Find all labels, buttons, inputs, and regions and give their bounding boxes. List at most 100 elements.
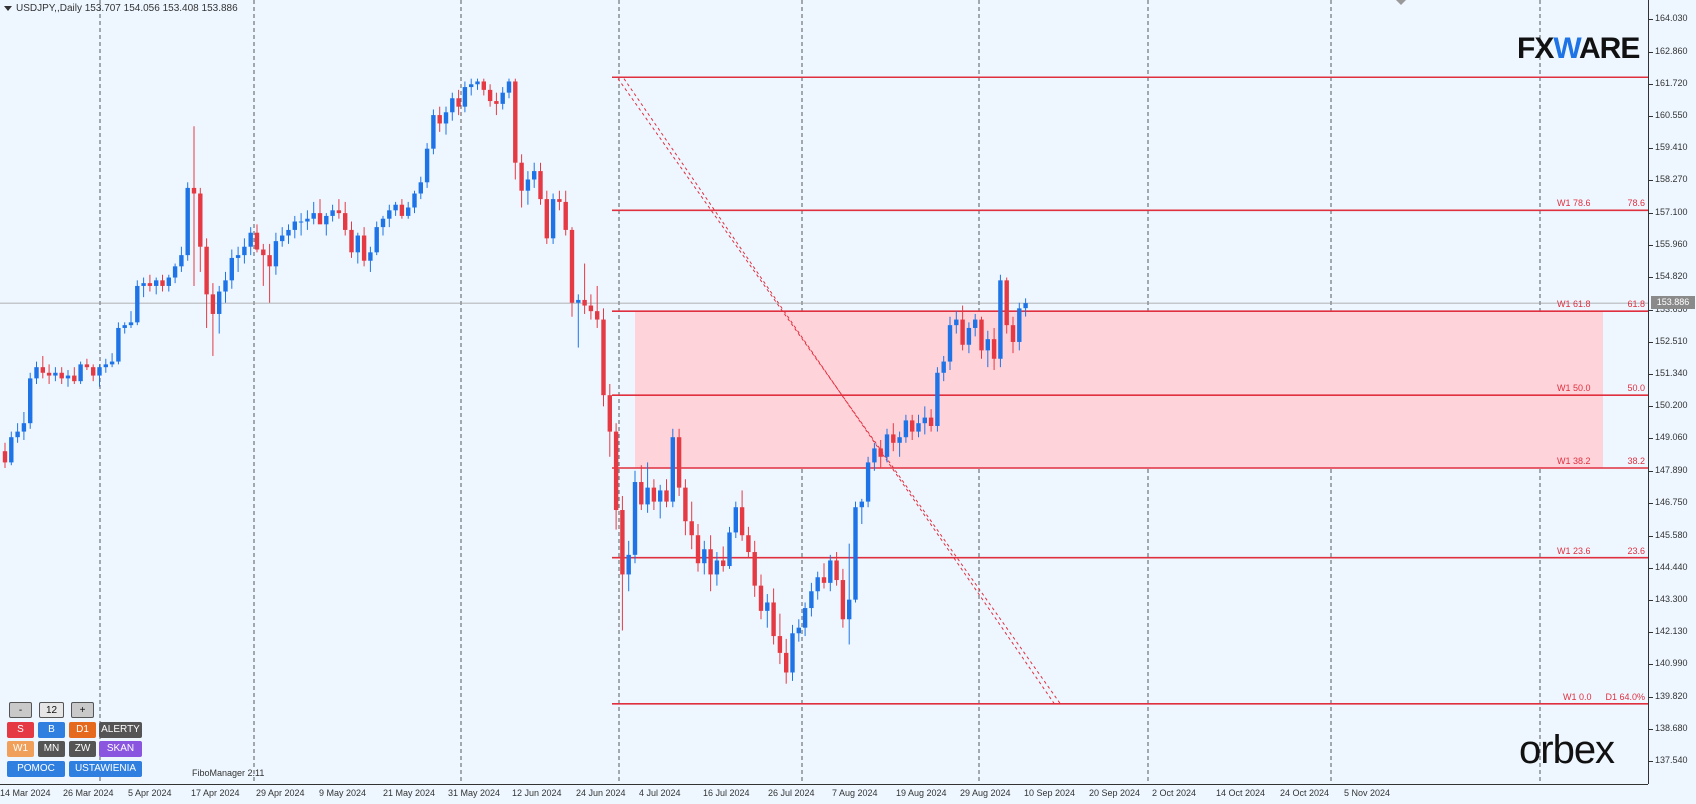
price-tick-mark — [1649, 51, 1653, 53]
plus-button[interactable]: + — [71, 702, 94, 718]
time-tick-label: 26 Jul 2024 — [768, 788, 815, 798]
symbol-info: USDJPY,,Daily 153.707 154.056 153.408 15… — [4, 3, 238, 14]
candle-body — [513, 81, 518, 163]
candle-body — [179, 255, 184, 267]
candle-body — [500, 92, 505, 104]
price-tick-mark — [1649, 406, 1653, 408]
candle-body — [273, 241, 279, 267]
fibo-level-label: W1 38.2 — [1557, 456, 1591, 466]
candle-body — [97, 367, 102, 376]
candle-body — [828, 560, 833, 583]
price-tick-label: 154.820 — [1655, 270, 1688, 281]
fibo-trend-line — [617, 78, 1061, 704]
sell-button[interactable]: S — [7, 722, 34, 738]
candle-body — [34, 367, 39, 379]
alerts-button[interactable]: ALERTY — [99, 722, 142, 738]
settings-button[interactable]: USTAWIENIA — [69, 761, 142, 777]
candle-body — [9, 437, 14, 463]
candle-body — [109, 361, 115, 365]
candle-body — [418, 182, 423, 194]
price-tick-label: 146.750 — [1655, 497, 1688, 508]
candle-body — [1004, 280, 1009, 326]
time-tick-label: 14 Mar 2024 — [0, 788, 51, 798]
candle-body — [702, 549, 707, 564]
candle-body — [298, 221, 304, 223]
candle-body — [46, 372, 52, 376]
candle-body — [185, 187, 190, 256]
fibo-level-label: W1 0.0 — [1563, 691, 1592, 702]
candle-body — [576, 299, 581, 303]
candle-body — [292, 221, 297, 230]
candle-body — [670, 437, 675, 502]
candle-body — [796, 627, 801, 634]
collapse-arrow-icon[interactable] — [1396, 0, 1406, 5]
time-tick-label: 5 Apr 2024 — [128, 788, 172, 798]
dropdown-icon[interactable] — [4, 5, 12, 11]
candle-body — [368, 252, 373, 261]
price-tick-label: 144.440 — [1655, 561, 1688, 572]
candle-body — [777, 636, 783, 653]
candle-body — [525, 179, 531, 191]
candle-body — [809, 591, 814, 609]
candle-body — [72, 375, 77, 382]
scan-button[interactable]: SKAN — [99, 741, 142, 757]
price-tick-mark — [1649, 599, 1653, 601]
fibo-level-percent: 38.2 — [1627, 456, 1645, 466]
price-tick-mark — [1649, 697, 1653, 699]
price-tick-mark — [1649, 309, 1653, 311]
candle-body — [613, 431, 619, 511]
price-tick-label: 152.510 — [1655, 335, 1688, 346]
candle-body — [683, 487, 688, 522]
candle-body — [865, 462, 871, 502]
candle-body — [872, 448, 877, 463]
candle-body — [437, 115, 442, 124]
candle-body — [639, 482, 644, 505]
chart-area[interactable]: USDJPY,,Daily 153.707 154.056 153.408 15… — [0, 0, 1648, 784]
mn-button[interactable]: MN — [38, 741, 65, 757]
price-axis: 164.030 162.860 161.720 160.550 159.410 158.2… — [1648, 0, 1696, 784]
current-price-badge: 153.886 — [1651, 296, 1695, 310]
buy-button[interactable]: B — [38, 722, 65, 738]
price-tick-mark — [1649, 471, 1653, 473]
candle-body — [311, 213, 316, 219]
candle-body — [784, 652, 789, 673]
fxware-logo-pre: FX — [1517, 32, 1554, 65]
minus-button[interactable]: - — [9, 702, 32, 718]
fxware-logo-w: W — [1553, 32, 1580, 65]
fxware-logo-post: ARE — [1579, 32, 1640, 65]
candle-body — [979, 319, 984, 351]
price-tick-mark — [1649, 180, 1653, 182]
candle-body — [248, 232, 253, 247]
candle-body — [91, 367, 96, 376]
candle-body — [985, 339, 990, 351]
candle-body — [380, 218, 386, 228]
time-tick-label: 4 Jul 2024 — [639, 788, 681, 798]
d1-button[interactable]: D1 — [69, 722, 96, 738]
fibo-trend-line — [623, 78, 1055, 704]
price-tick-mark — [1649, 761, 1653, 762]
w1-button[interactable]: W1 — [7, 741, 34, 757]
fibo-level-percent: 61.8 — [1627, 299, 1645, 310]
candle-body — [261, 249, 266, 256]
candle-body — [204, 246, 209, 295]
candle-body — [135, 285, 140, 323]
candle-body — [242, 246, 247, 256]
time-tick-label: 20 Sep 2024 — [1089, 788, 1141, 798]
price-chart[interactable] — [0, 0, 1648, 784]
candle-body — [217, 291, 222, 314]
fibo-level-label: W1 61.8 — [1557, 299, 1591, 310]
price-tick-mark — [1649, 729, 1653, 731]
candle-body — [349, 229, 354, 253]
price-tick-label: 160.550 — [1655, 110, 1688, 121]
candle-body — [374, 227, 379, 253]
candle-body — [607, 395, 612, 432]
price-tick-mark — [1649, 245, 1653, 247]
help-button[interactable]: POMOC — [7, 761, 65, 777]
count-field[interactable]: 12 — [39, 702, 64, 718]
candle-body — [1010, 325, 1016, 342]
price-tick-mark — [1649, 276, 1653, 278]
zw-button[interactable]: ZW — [69, 741, 96, 757]
price-tick-label: 140.990 — [1655, 658, 1688, 669]
candle-body — [223, 280, 228, 292]
candle-body — [928, 417, 934, 426]
